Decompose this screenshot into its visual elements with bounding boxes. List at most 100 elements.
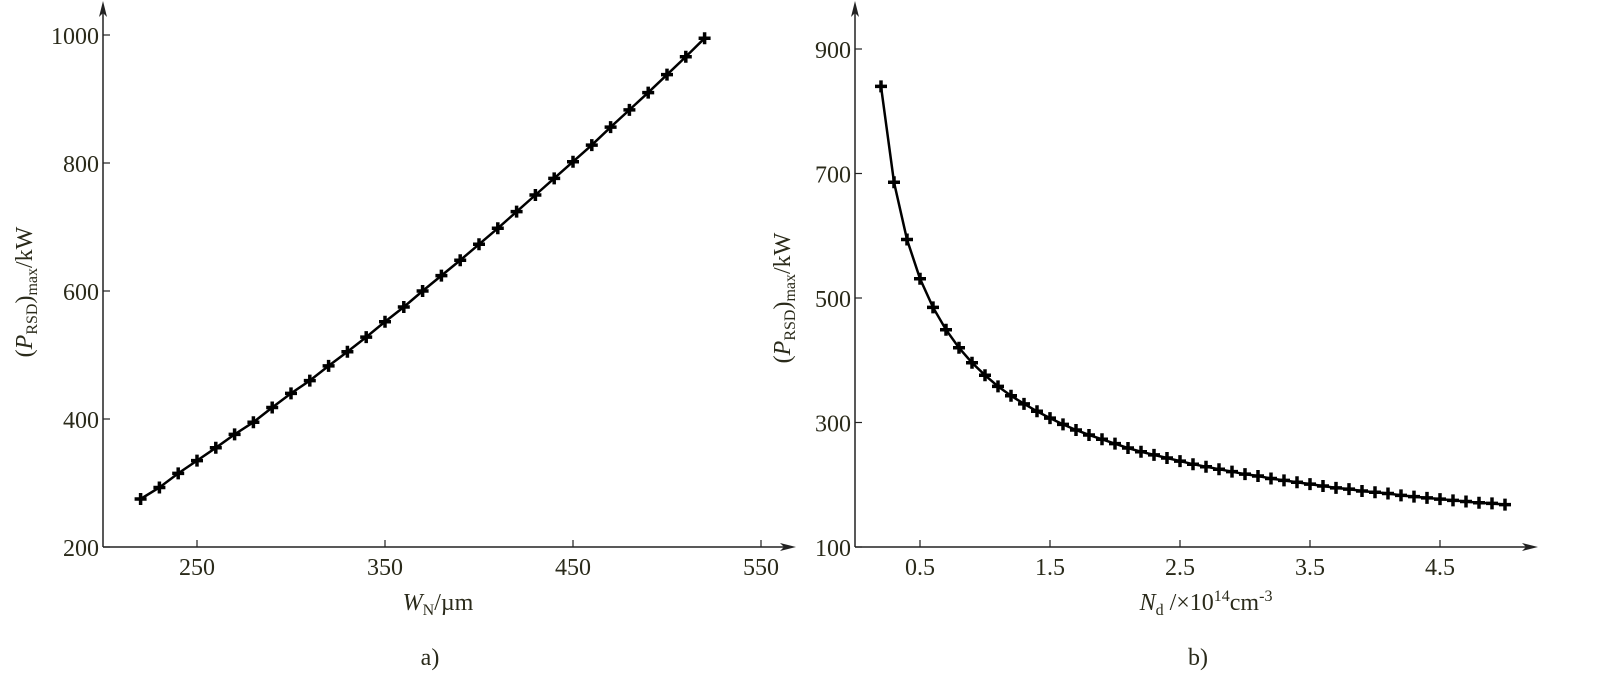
data-point	[698, 32, 711, 45]
data-point	[623, 103, 636, 116]
data-point	[914, 272, 926, 285]
data-point	[1070, 423, 1082, 436]
data-point	[1031, 405, 1043, 418]
data-point	[322, 359, 335, 372]
y-tick-label: 1000	[51, 24, 99, 50]
x-axis-label-a: WN/µm	[403, 590, 474, 619]
x-tick-label: 4.5	[1425, 555, 1455, 581]
x-tick-label: 0.5	[905, 555, 935, 581]
data-point	[228, 428, 241, 441]
data-point	[966, 356, 978, 369]
data-point	[341, 345, 354, 358]
data-point	[1317, 479, 1329, 492]
x-axis-label-b: Nd /×1014cm-3	[1139, 588, 1273, 619]
data-point	[1213, 463, 1225, 476]
data-point	[1239, 468, 1251, 481]
y-tick-label: 200	[63, 536, 99, 562]
data-point	[1109, 437, 1121, 450]
data-point	[953, 341, 965, 354]
data-point	[191, 454, 203, 467]
x-tick-label: 250	[179, 555, 215, 581]
data-point	[1421, 491, 1433, 504]
data-point	[1226, 465, 1238, 478]
y-tick-label: 100	[815, 536, 851, 562]
data-point	[209, 441, 222, 454]
data-point	[266, 401, 279, 414]
data-point	[1278, 474, 1290, 487]
data-point	[1122, 442, 1134, 455]
chart-a: (PRSD)max/kW WN/µm a) 250 350 450 550 200 400…	[12, 1, 796, 671]
data-point	[153, 481, 166, 494]
panel-label-a: a)	[421, 645, 440, 671]
data-point	[1187, 458, 1199, 471]
data-point	[454, 254, 467, 267]
y-axis-arrow-icon	[99, 1, 107, 17]
data-point	[303, 374, 316, 387]
data-point	[1265, 472, 1277, 485]
data-point	[435, 269, 448, 282]
data-point	[1135, 445, 1147, 458]
y-tick-label: 600	[63, 280, 99, 306]
data-point	[1018, 397, 1030, 410]
data-point	[397, 301, 410, 313]
data-point	[875, 80, 887, 93]
data-point	[1434, 493, 1446, 506]
data-point	[679, 50, 692, 63]
panel-label-b: b)	[1188, 645, 1208, 671]
data-point	[1161, 451, 1173, 464]
x-tick-label: 3.5	[1295, 555, 1325, 581]
x-tick-label: 2.5	[1165, 555, 1195, 581]
series-line	[139, 37, 706, 501]
series-line	[879, 86, 1506, 506]
y-axis-arrow-icon	[851, 1, 859, 17]
data-point	[642, 86, 655, 99]
data-point	[1473, 496, 1485, 509]
data-point	[360, 331, 373, 344]
data-point	[491, 222, 504, 235]
y-tick-label: 700	[815, 163, 851, 189]
chart-b: (PRSD)max/kW Nd /×1014cm-3 b) 0.5 1.5 2.5 3…	[770, 1, 1538, 671]
data-point	[416, 285, 429, 297]
x-axis-arrow-icon	[1522, 543, 1538, 551]
data-point	[172, 467, 185, 480]
x-axis-arrow-icon	[780, 543, 796, 551]
data-point	[1096, 433, 1108, 446]
data-point	[1486, 497, 1498, 510]
data-point	[134, 493, 147, 505]
data-point	[585, 139, 598, 152]
y-tick-label: 300	[815, 412, 851, 438]
data-point	[1382, 487, 1394, 500]
data-point	[379, 315, 391, 328]
data-point	[1330, 481, 1342, 494]
data-point	[1057, 418, 1069, 431]
data-point	[548, 172, 561, 185]
y-axis-label-a: (PRSD)max/kW	[12, 226, 41, 357]
data-point	[979, 369, 991, 382]
data-point	[661, 68, 673, 81]
x-tick-label: 450	[555, 555, 591, 581]
data-point	[1447, 494, 1459, 507]
data-point	[1083, 428, 1095, 441]
data-point	[529, 189, 542, 201]
data-point	[1044, 412, 1056, 425]
data-point	[1252, 470, 1264, 483]
data-point	[473, 238, 485, 251]
data-point	[1291, 476, 1303, 489]
data-point	[1343, 483, 1355, 496]
x-tick-label: 550	[743, 555, 779, 581]
data-point	[992, 380, 1004, 393]
x-tick-label: 350	[367, 555, 403, 581]
x-tick-label: 1.5	[1035, 555, 1065, 581]
data-point	[1356, 484, 1368, 497]
y-tick-label: 400	[63, 408, 99, 434]
data-point	[567, 155, 579, 168]
data-point	[510, 205, 523, 218]
data-point	[1408, 490, 1420, 503]
data-point	[604, 121, 617, 134]
data-point	[940, 323, 952, 336]
data-point	[927, 301, 939, 314]
data-point	[1369, 486, 1381, 499]
data-point	[1395, 489, 1407, 502]
y-tick-label: 800	[63, 152, 99, 178]
